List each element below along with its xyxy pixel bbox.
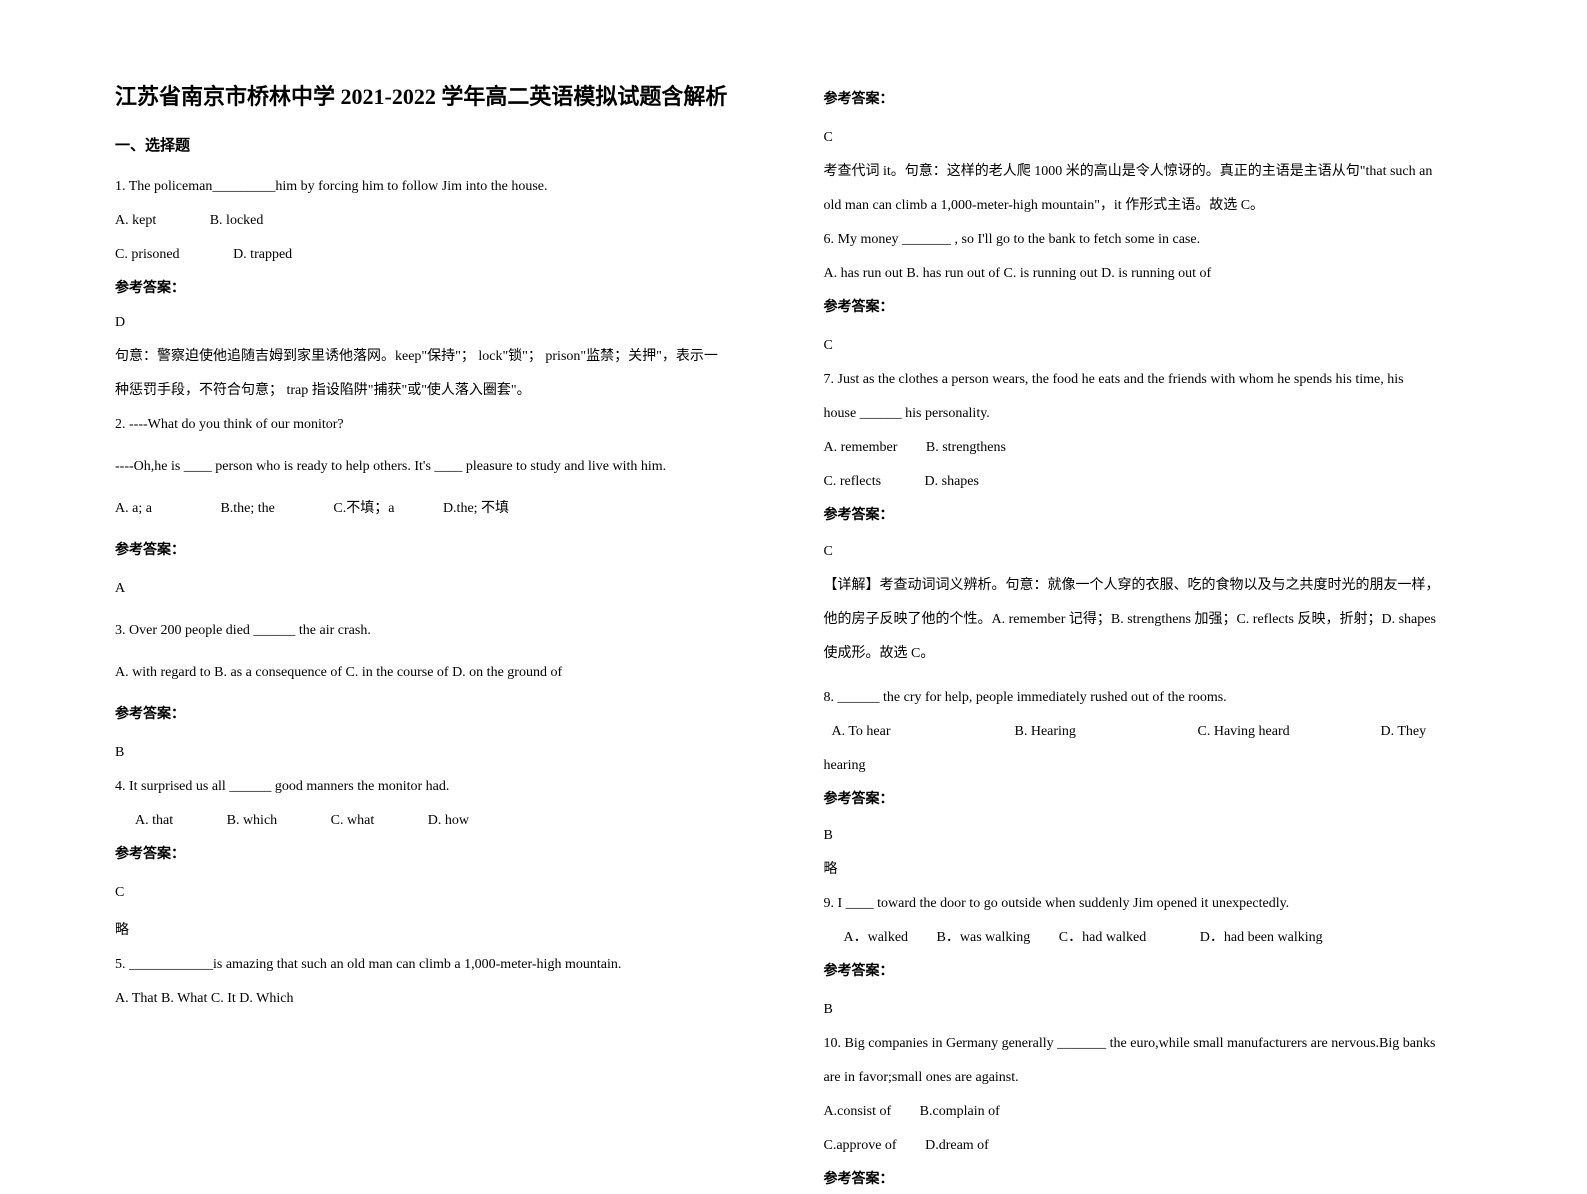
q7-text2: house ______ his personality. xyxy=(824,400,1473,428)
q5-answer-label: 参考答案： xyxy=(824,86,1473,114)
q10-text1: 10. Big companies in Germany generally _… xyxy=(824,1030,1473,1058)
q8-opts: A. To hear B. Hearing C. Having heard D.… xyxy=(824,718,1473,746)
q1-opts-row1: A. kept B. locked xyxy=(115,207,764,235)
q3-answer-label: 参考答案： xyxy=(115,701,764,729)
q10-text2: are in favor;small ones are against. xyxy=(824,1064,1473,1092)
q4-answer: C xyxy=(115,879,764,907)
q8-opt-a: A. To hear xyxy=(824,718,1015,746)
q4-text: 4. It surprised us all ______ good manne… xyxy=(115,773,764,801)
q4-opt-d: D. how xyxy=(428,807,469,835)
q6-text: 6. My money _______ , so I'll go to the … xyxy=(824,226,1473,254)
q6-answer: C xyxy=(824,332,1473,360)
q6-opts: A. has run out B. has run out of C. is r… xyxy=(824,260,1473,288)
q4-answer-label: 参考答案： xyxy=(115,841,764,869)
q9-opt-b: B．was walking xyxy=(937,924,1031,952)
q3-text: 3. Over 200 people died ______ the air c… xyxy=(115,617,764,645)
q1-explain2: 种惩罚手段，不符合句意； trap 指设陷阱"捕获"或"使人落入圈套"。 xyxy=(115,377,764,405)
q9-opt-d: D．had been walking xyxy=(1200,924,1323,952)
q9-opt-c: C．had walked xyxy=(1059,924,1146,952)
q1-answer: D xyxy=(115,309,764,337)
q7-explain1: 【详解】考查动词词义辨析。句意：就像一个人穿的衣服、吃的食物以及与之共度时光的朋… xyxy=(824,572,1473,600)
q4-opts: A. that B. which C. what D. how xyxy=(115,807,764,835)
q8-answer: B xyxy=(824,822,1473,850)
q1-opt-a: A. kept xyxy=(115,207,156,235)
q1-opt-b: B. locked xyxy=(210,207,264,235)
q1-answer-label: 参考答案： xyxy=(115,275,764,303)
q1-opts-row2: C. prisoned D. trapped xyxy=(115,241,764,269)
q8-opt-b: B. Hearing xyxy=(1015,718,1198,746)
q2-opt-d: D.the; 不填 xyxy=(443,495,509,523)
q4-opt-b: B. which xyxy=(227,807,278,835)
q7-text1: 7. Just as the clothes a person wears, t… xyxy=(824,366,1473,394)
q7-opt-a: A. remember xyxy=(824,434,898,462)
q2-opt-c: C.不填；a xyxy=(333,495,394,523)
q1-opt-c: C. prisoned xyxy=(115,241,180,269)
q6-answer-label: 参考答案： xyxy=(824,294,1473,322)
q10-opt-d: D.dream of xyxy=(925,1132,989,1160)
q9-answer: B xyxy=(824,996,1473,1024)
q8-opt-d2: hearing xyxy=(824,752,1473,780)
q7-answer-label: 参考答案： xyxy=(824,502,1473,530)
q9-opts: A．walked B．was walking C．had walked D．ha… xyxy=(824,924,1473,952)
q4-opt-c: C. what xyxy=(331,807,375,835)
q2-answer-label: 参考答案： xyxy=(115,537,764,565)
q2-opts: A. a; a B.the; the C.不填；a D.the; 不填 xyxy=(115,495,764,523)
right-column: 参考答案： C 考查代词 it。句意：这样的老人爬 1000 米的高山是令人惊讶… xyxy=(794,80,1488,1082)
q2-opt-b: B.the; the xyxy=(220,495,274,523)
q5-explain2: old man can climb a 1,000-meter-high mou… xyxy=(824,192,1473,220)
q7-answer: C xyxy=(824,538,1473,566)
q7-opts-row1: A. remember B. strengthens xyxy=(824,434,1473,462)
q8-opt-c: C. Having heard xyxy=(1198,718,1381,746)
q7-opts-row2: C. reflects D. shapes xyxy=(824,468,1473,496)
q9-opt-a: A．walked xyxy=(844,924,909,952)
q4-opt-a: A. that xyxy=(135,807,173,835)
q10-opts-row2: C.approve of D.dream of xyxy=(824,1132,1473,1160)
q7-opt-c: C. reflects xyxy=(824,468,882,496)
q7-opt-b: B. strengthens xyxy=(926,434,1006,462)
q8-note: 略 xyxy=(824,856,1473,884)
q2-answer: A xyxy=(115,575,764,603)
q1-opt-d: D. trapped xyxy=(233,241,292,269)
q7-opt-d: D. shapes xyxy=(925,468,979,496)
q3-opts: A. with regard to B. as a consequence of… xyxy=(115,659,764,687)
left-column: 江苏省南京市桥林中学 2021-2022 学年高二英语模拟试题含解析 一、选择题… xyxy=(100,80,794,1082)
q5-text: 5. ____________is amazing that such an o… xyxy=(115,951,764,979)
document-title: 江苏省南京市桥林中学 2021-2022 学年高二英语模拟试题含解析 xyxy=(115,80,764,113)
q9-answer-label: 参考答案： xyxy=(824,958,1473,986)
q9-text: 9. I ____ toward the door to go outside … xyxy=(824,890,1473,918)
q8-answer-label: 参考答案： xyxy=(824,786,1473,814)
q5-opts: A. That B. What C. It D. Which xyxy=(115,985,764,1013)
q3-answer: B xyxy=(115,739,764,767)
q10-answer-label: 参考答案： xyxy=(824,1166,1473,1194)
q1-explain1: 句意：警察迫使他追随吉姆到家里诱他落网。keep"保持"； lock"锁"； p… xyxy=(115,343,764,371)
q2-opt-a: A. a; a xyxy=(115,495,152,523)
q7-explain2: 他的房子反映了他的个性。A. remember 记得；B. strengthen… xyxy=(824,606,1473,634)
q5-answer: C xyxy=(824,124,1473,152)
q2-text2: ----Oh,he is ____ person who is ready to… xyxy=(115,453,764,481)
q8-opt-d: D. They xyxy=(1381,718,1473,746)
q1-text: 1. The policeman_________him by forcing … xyxy=(115,173,764,201)
q7-explain3: 使成形。故选 C。 xyxy=(824,640,1473,668)
q10-opt-c: C.approve of xyxy=(824,1132,897,1160)
q4-note: 略 xyxy=(115,917,764,945)
q5-explain1: 考查代词 it。句意：这样的老人爬 1000 米的高山是令人惊讶的。真正的主语是… xyxy=(824,158,1473,186)
q2-text1: 2. ----What do you think of our monitor? xyxy=(115,411,764,439)
section-header: 一、选择题 xyxy=(115,131,764,161)
q8-text: 8. ______ the cry for help, people immed… xyxy=(824,684,1473,712)
